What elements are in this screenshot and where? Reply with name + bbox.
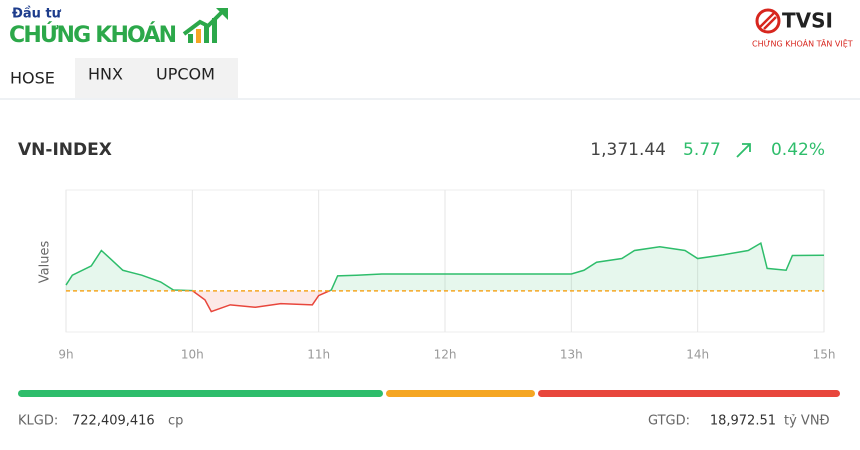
breadth-bar <box>18 390 383 397</box>
line-up <box>65 241 825 291</box>
index-percent: 0.42% <box>771 140 825 160</box>
up-arrow <box>736 143 751 158</box>
logo-icon <box>182 8 228 43</box>
value-label: GTGD: <box>648 414 690 429</box>
volume-label: KLGD: <box>18 414 58 429</box>
area-up <box>66 243 824 291</box>
x-tick-label: 12h <box>434 348 457 362</box>
brand: TVSI <box>782 9 833 33</box>
breadth-bar <box>538 390 840 397</box>
x-tick-label: 10h <box>181 348 204 362</box>
x-tick-label: 9h <box>58 348 73 362</box>
logo-main: CHỨNG KHOÁN <box>9 22 177 48</box>
x-tick-label: 13h <box>560 348 583 362</box>
brand-sub: CHỨNG KHOÁN TÂN VIỆT <box>752 38 853 50</box>
x-tick-label: 11h <box>307 348 330 362</box>
breadth-bar <box>386 390 535 397</box>
volume: 722,409,416 <box>72 414 155 429</box>
tab[interactable]: HNX <box>88 65 123 84</box>
index-name: VN-INDEX <box>18 140 112 160</box>
logo-top: Đầu tư <box>12 7 62 22</box>
tab[interactable]: HOSE <box>10 69 55 88</box>
y-axis-label: Values <box>38 241 53 284</box>
index-change: 5.77 <box>683 140 721 160</box>
tab[interactable]: UPCOM <box>156 65 215 84</box>
x-tick-label: 15h <box>813 348 836 362</box>
brand-icon <box>755 8 781 34</box>
x-tick-label: 14h <box>686 348 709 362</box>
index-price: 1,371.44 <box>590 140 666 160</box>
value-unit: tỷ VNĐ <box>784 414 830 429</box>
value: 18,972.51 <box>710 414 776 429</box>
tab-bar <box>75 58 238 98</box>
area-down <box>192 290 330 312</box>
volume-unit: cp <box>168 414 183 429</box>
